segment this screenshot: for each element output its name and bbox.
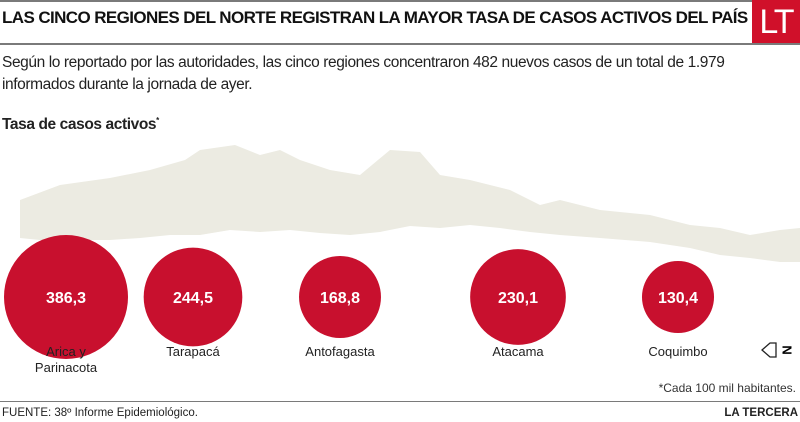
headline: LAS CINCO REGIONES DEL NORTE REGISTRAN L… [2, 8, 748, 27]
intro-text: Según lo reportado por las autoridades, … [2, 54, 725, 93]
region-label: Antofagasta [305, 344, 375, 359]
value-label: 386,3 [46, 290, 86, 307]
chart-subtitle: Tasa de casos activos* [2, 116, 159, 134]
subtitle-text: Tasa de casos activos [2, 116, 157, 134]
region-label: Tarapacá [166, 344, 220, 359]
region-label: Atacama [492, 344, 544, 359]
region-label: Arica y Parinacota [34, 344, 98, 375]
map-shape [20, 145, 800, 262]
value-label: 244,5 [173, 290, 213, 307]
top-rule [0, 0, 800, 2]
footnote: *Cada 100 mil habitantes. [658, 381, 796, 395]
footer-rule [0, 401, 800, 402]
value-label: 168,8 [320, 290, 360, 307]
bubble-2 [299, 256, 381, 338]
lt-logo: LT [752, 0, 800, 44]
bubble-4 [641, 260, 715, 334]
subtitle-mark: * [156, 116, 159, 125]
header-rule [0, 43, 800, 45]
brand: LA TERCERA [724, 407, 798, 419]
value-label: 230,1 [498, 290, 538, 307]
source: FUENTE: 38º Informe Epidemiológico. [2, 407, 198, 419]
region-label: Coquimbo [648, 344, 708, 359]
north-label: N [779, 345, 794, 354]
bubble-0 [4, 235, 128, 359]
value-label: 130,4 [658, 290, 698, 307]
bubble-3 [470, 249, 566, 345]
bubble-1 [143, 247, 243, 347]
north-arrow-icon [761, 342, 777, 358]
